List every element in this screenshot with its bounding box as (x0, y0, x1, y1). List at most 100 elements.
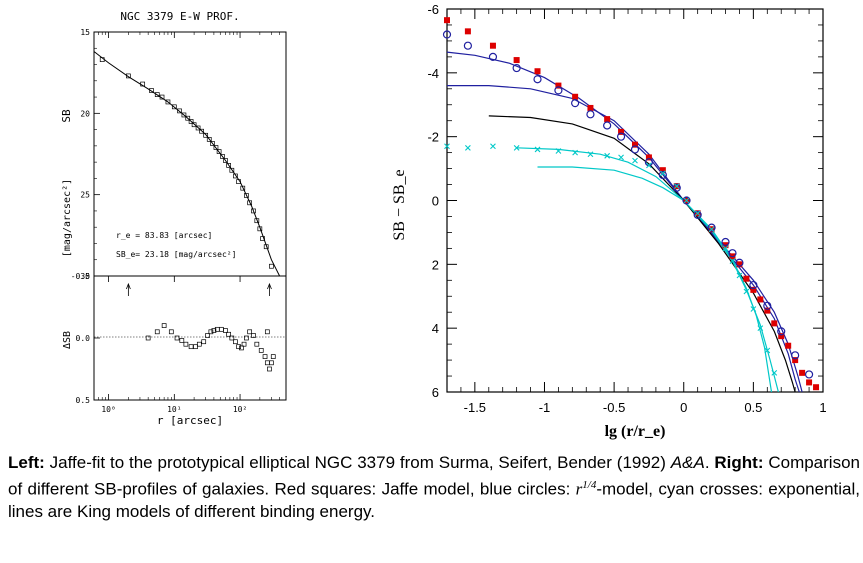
y-tick-label: 0.5 (76, 396, 91, 405)
r14-model-point (571, 99, 580, 108)
jaffe-model-point (464, 28, 471, 35)
sb-data-point (240, 185, 246, 191)
sb-data-point (154, 92, 160, 97)
y-tick-label: -6 (427, 2, 439, 17)
r14-model-point (533, 75, 542, 84)
sb-data-point (223, 158, 228, 163)
left-top-points (99, 57, 274, 269)
caption-right-label: Right: (714, 453, 764, 472)
exponential-model-point (632, 157, 638, 164)
jaffe-model-point (489, 42, 496, 49)
residual-data-point (254, 341, 260, 347)
exponential-model-point (604, 152, 611, 159)
jaffe-model-point (555, 82, 562, 89)
sb-data-point (269, 263, 274, 269)
x-tick-label: 10¹ (167, 405, 181, 414)
residual-data-point (188, 344, 194, 350)
residual-data-point (233, 339, 238, 345)
left-bottom-ticks: -0.5 0.0 0.5 10⁰ 10¹ 10² (71, 32, 280, 414)
sb-data-point (260, 236, 265, 241)
exponential-model-point (722, 245, 729, 252)
r14-model-point (442, 30, 452, 39)
residual-data-point (247, 329, 253, 335)
residual-data-point (264, 360, 270, 366)
residual-data-point (154, 329, 160, 335)
r14-model-point (672, 183, 681, 192)
jaffe-model-point (806, 379, 813, 386)
residual-data-point (251, 333, 256, 338)
y-tick-label: 4 (432, 321, 439, 336)
y-tick-label: -2 (427, 130, 439, 145)
sb-data-point (263, 244, 269, 250)
x-tick-label: 10² (233, 405, 247, 414)
y-tick-label: 25 (80, 191, 90, 200)
residual-data-point (236, 344, 241, 350)
jaffe-model-point (813, 384, 820, 391)
residual-data-point (244, 335, 249, 341)
exponential-model-point (708, 226, 715, 233)
caption-journal-dot: . (704, 453, 715, 472)
y-tick-label: 0 (432, 194, 439, 209)
right-ylabel: SB − SB_e (391, 169, 408, 240)
right-chart: -6 -4 -2 0 2 4 6 -1.5 -1 -0.5 0 0.5 1 SB − SB_e lg (… (391, 2, 827, 440)
x-tick-label: 0.5 (744, 400, 762, 415)
jaffe-model-point (785, 342, 792, 349)
exponential-model-point (659, 170, 666, 177)
sb-data-point (185, 115, 191, 121)
left-chart-title: NGC 3379 E-W PROF. (120, 10, 239, 23)
jaffe-model-point (736, 261, 743, 268)
exponential-model-point (757, 325, 764, 332)
caption-right-text-1: Comparison of different SB-profiles of g… (8, 453, 860, 499)
residual-data-point (161, 323, 167, 328)
left-arrows (125, 282, 272, 296)
jaffe-model-point (604, 116, 611, 123)
exponential-model-point (618, 154, 624, 161)
residual-data-point (183, 341, 189, 347)
sb-data-point (226, 163, 231, 168)
left-top-ticks: 15 20 25 30 (80, 28, 100, 281)
residual-data-point (179, 338, 185, 343)
r14-model-point (554, 86, 563, 95)
residual-data-point (211, 328, 217, 333)
sb-data-point (220, 154, 225, 159)
jaffe-model-point (632, 141, 638, 148)
sb-data-point (213, 145, 219, 150)
sb-data-point (140, 81, 146, 87)
left-ylabel-dsb: ΔSB (62, 331, 73, 349)
exponential-model-point (444, 143, 450, 150)
y-tick-label: 20 (80, 109, 90, 118)
sb-data-point (126, 73, 131, 79)
r14-model-point (630, 145, 640, 154)
x-tick-label: -1.5 (464, 400, 486, 415)
jaffe-model-point (792, 357, 799, 364)
sb-data-point (191, 122, 197, 128)
jaffe-model-point (757, 296, 764, 303)
sb-data-point (165, 99, 171, 105)
exponential-model-point (743, 288, 750, 295)
exponential-model-point (587, 151, 594, 158)
jaffe-model-point (587, 104, 594, 111)
caption-r14: r (575, 479, 583, 499)
r14-model-point (586, 110, 595, 119)
y-tick-label: 30 (80, 272, 90, 281)
caption-r14-exponent: 1/4 (582, 479, 597, 491)
r14-model-point (512, 63, 521, 73)
residual-data-point (205, 333, 210, 338)
sb-data-point (247, 200, 253, 206)
exponential-model-point (729, 258, 736, 265)
x-tick-label: 10⁰ (101, 405, 115, 414)
residual-data-point (145, 335, 151, 341)
sb-data-point (99, 57, 105, 63)
y-tick-label: 15 (80, 28, 90, 37)
jaffe-model-point (799, 369, 806, 376)
exponential-model-point (764, 347, 771, 354)
right-plot-frame (446, 8, 824, 393)
residual-data-point (239, 345, 244, 351)
r14-model-point (735, 258, 744, 267)
residual-data-point (223, 328, 228, 333)
residual-data-point (267, 366, 272, 372)
left-xlabel: r [arcsec] (157, 414, 223, 427)
r14-model-point (488, 52, 498, 61)
figure-caption: Left: Jaffe-fit to the prototypical elli… (8, 452, 860, 523)
exponential-model-point (513, 144, 520, 151)
